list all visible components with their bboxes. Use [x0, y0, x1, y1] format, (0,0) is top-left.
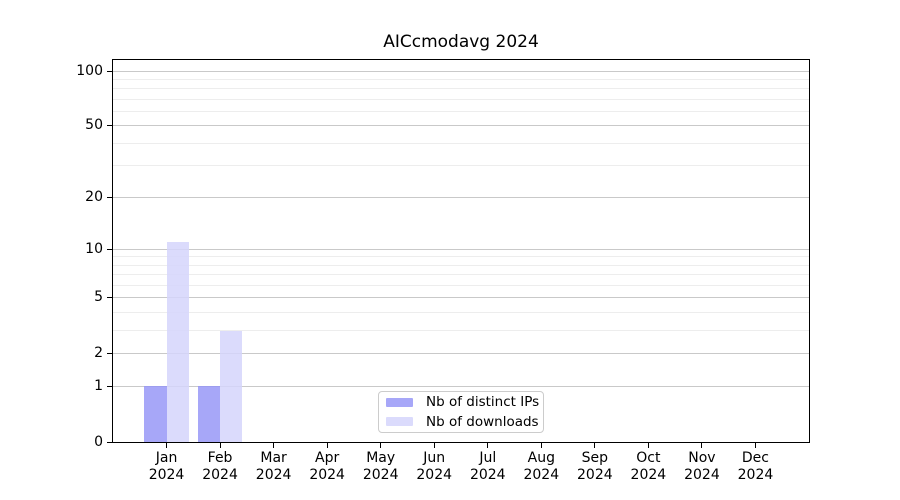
x-tick	[166, 443, 168, 448]
bar-nb-of-distinct-ips-jan-2024	[144, 386, 167, 442]
gridline-major	[113, 196, 809, 198]
gridline-minor	[113, 274, 809, 276]
y-tick-label: 2	[94, 345, 103, 362]
gridline-major	[113, 70, 809, 72]
x-tick	[487, 443, 489, 448]
bar-nb-of-downloads-feb-2024	[220, 330, 243, 442]
gridline-minor	[113, 256, 809, 258]
x-tick-label: Jul 2024	[469, 450, 506, 483]
gridline-major	[113, 125, 809, 127]
y-tick-label: 10	[85, 240, 103, 257]
x-tick	[540, 443, 542, 448]
x-tick-label: Dec 2024	[737, 450, 774, 483]
x-tick-label: May 2024	[362, 450, 399, 483]
x-tick-label: Feb 2024	[202, 450, 238, 483]
legend: Nb of distinct IPs Nb of downloads	[378, 391, 544, 433]
legend-label-downloads: Nb of downloads	[426, 413, 539, 430]
bar-nb-of-distinct-ips-feb-2024	[197, 386, 221, 442]
x-tick-label: Apr 2024	[309, 450, 345, 483]
gridline-major	[113, 385, 809, 387]
x-tick-label: Aug 2024	[523, 450, 560, 483]
y-tick	[107, 248, 112, 250]
y-tick-label: 1	[94, 377, 103, 394]
x-tick	[219, 443, 221, 448]
chart-title: AICcmodavg 2024	[383, 32, 539, 52]
legend-swatch-downloads-icon	[386, 417, 413, 427]
gridline-minor	[113, 330, 809, 332]
gridline-minor	[113, 142, 809, 144]
x-tick-label: Jan 2024	[148, 450, 185, 483]
legend-label-distinct-ips: Nb of distinct IPs	[426, 394, 540, 411]
x-tick	[273, 443, 275, 448]
gridline-minor	[113, 78, 809, 80]
y-tick-label: 0	[94, 433, 103, 450]
x-tick	[433, 443, 435, 448]
y-tick	[107, 125, 112, 127]
gridline-major	[113, 353, 809, 355]
y-tick-label: 20	[85, 188, 103, 205]
gridline-minor	[113, 285, 809, 287]
gridline-major	[113, 297, 809, 299]
y-tick	[107, 196, 112, 198]
gridline-major	[113, 248, 809, 250]
legend-item-distinct-ips: Nb of distinct IPs	[386, 394, 540, 411]
x-tick	[326, 443, 328, 448]
x-tick	[380, 443, 382, 448]
y-tick-label: 100	[76, 62, 103, 79]
x-tick	[647, 443, 649, 448]
y-tick-label: 50	[85, 117, 103, 134]
gridline-minor	[113, 264, 809, 266]
x-tick-label: Jun 2024	[416, 450, 453, 483]
y-tick	[107, 70, 112, 72]
y-tick-label: 5	[94, 289, 103, 306]
x-tick-label: Oct 2024	[630, 450, 667, 483]
gridline-minor	[113, 88, 809, 90]
plot-area	[112, 59, 810, 443]
y-tick	[107, 441, 112, 443]
x-tick-label: Nov 2024	[684, 450, 720, 483]
y-tick	[107, 385, 112, 387]
x-tick	[754, 443, 756, 448]
gridline-minor	[113, 165, 809, 167]
x-tick-label: Sep 2024	[577, 450, 613, 483]
gridline-minor	[113, 312, 809, 314]
x-tick	[701, 443, 703, 448]
x-tick	[594, 443, 596, 448]
gridline-minor	[113, 111, 809, 113]
legend-item-downloads: Nb of downloads	[386, 413, 539, 431]
gridline-minor	[113, 98, 809, 100]
legend-swatch-distinct-ips-icon	[386, 397, 413, 407]
y-tick	[107, 297, 112, 299]
y-tick	[107, 353, 112, 355]
bar-nb-of-downloads-jan-2024	[166, 242, 189, 442]
x-tick-label: Mar 2024	[255, 450, 292, 483]
